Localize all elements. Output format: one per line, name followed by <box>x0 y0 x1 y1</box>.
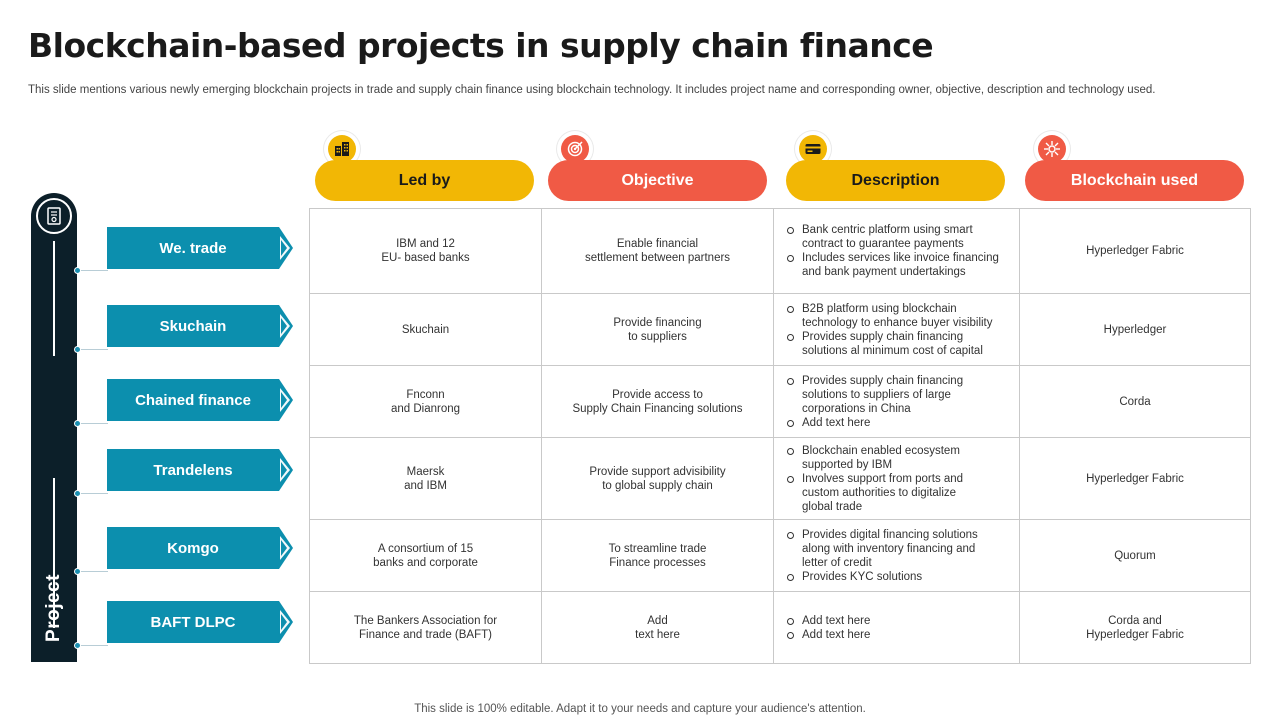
network-icon <box>1034 131 1070 167</box>
table-cell-led-by: IBM and 12 EU- based banks <box>310 209 542 294</box>
table-cell-led-by: A consortium of 15 banks and corporate <box>310 520 542 592</box>
table-cell-description: Blockchain enabled ecosystem supported b… <box>774 438 1020 520</box>
row-dot <box>74 346 81 353</box>
description-bullet: Includes services like invoice financing… <box>786 251 999 279</box>
table-cell-objective: Provide access to Supply Chain Financing… <box>542 366 774 438</box>
table-cell-led-by: Maersk and IBM <box>310 438 542 520</box>
project-label: Chained finance <box>107 379 293 421</box>
description-bullet: Add text here <box>786 416 963 430</box>
table-cell-objective: Enable financial settlement between part… <box>542 209 774 294</box>
project-label: We. trade <box>107 227 293 269</box>
table-cell-led-by: Skuchain <box>310 294 542 366</box>
table-cell-objective: To streamline trade Finance processes <box>542 520 774 592</box>
table-cell-objective: Provide financing to suppliers <box>542 294 774 366</box>
description-bullet: Provides KYC solutions <box>786 570 978 584</box>
row-dot <box>74 267 81 274</box>
project-sidebar: Project <box>31 193 77 662</box>
table-cell-blockchain: Hyperledger <box>1020 294 1250 366</box>
page-title: Blockchain-based projects in supply chai… <box>28 26 934 65</box>
description-bullet: Provides supply chain financing solution… <box>786 374 963 416</box>
table-cell-description: Provides supply chain financing solution… <box>774 366 1020 438</box>
column-header-objective: Objective <box>548 160 767 201</box>
projects-table: IBM and 12 EU- based banks Enable financ… <box>309 208 1251 664</box>
description-bullet: B2B platform using blockchain technology… <box>786 302 993 330</box>
row-connector <box>78 571 108 572</box>
table-cell-objective: Add text here <box>542 592 774 663</box>
description-bullet: Add text here <box>786 614 870 628</box>
table-cell-description: Add text here Add text here <box>774 592 1020 663</box>
project-label: Trandelens <box>107 449 293 491</box>
table-cell-objective: Provide support advisibility to global s… <box>542 438 774 520</box>
description-bullet: Bank centric platform using smart contra… <box>786 223 999 251</box>
table-cell-led-by: Fnconn and Dianrong <box>310 366 542 438</box>
column-header-description: Description <box>786 160 1005 201</box>
description-bullet: Involves support from ports and custom a… <box>786 472 963 514</box>
document-icon <box>36 198 72 234</box>
description-bullet: Blockchain enabled ecosystem supported b… <box>786 444 963 472</box>
table-cell-blockchain: Hyperledger Fabric <box>1020 209 1250 294</box>
table-cell-blockchain: Corda and Hyperledger Fabric <box>1086 614 1184 641</box>
page-footer: This slide is 100% editable. Adapt it to… <box>414 703 866 715</box>
project-label: BAFT DLPC <box>107 601 293 643</box>
row-dot <box>74 490 81 497</box>
description-bullet: Add text here <box>786 628 870 642</box>
table-cell-blockchain: Corda <box>1020 366 1250 438</box>
row-dot <box>74 420 81 427</box>
sidebar-line-top <box>53 241 55 356</box>
table-cell-description: Provides digital financing solutions alo… <box>774 520 1020 592</box>
column-header-blockchain: Blockchain used <box>1025 160 1244 201</box>
table-cell-blockchain: Hyperledger Fabric <box>1020 438 1250 520</box>
row-connector <box>78 349 108 350</box>
project-label: Skuchain <box>107 305 293 347</box>
column-header-led-by: Led by <box>315 160 534 201</box>
table-cell-led-by: The Bankers Association for Finance and … <box>310 592 542 663</box>
table-cell-blockchain: Quorum <box>1020 520 1250 592</box>
page-subtitle: This slide mentions various newly emergi… <box>28 84 1156 96</box>
row-connector <box>78 493 108 494</box>
table-cell-description: Bank centric platform using smart contra… <box>774 209 1020 294</box>
sidebar-line-bottom <box>53 478 55 628</box>
row-connector <box>78 423 108 424</box>
row-dot <box>74 568 81 575</box>
row-connector <box>78 270 108 271</box>
sidebar-label: Project <box>43 574 64 642</box>
row-dot <box>74 642 81 649</box>
description-bullet: Provides supply chain financing solution… <box>786 330 993 358</box>
row-connector <box>78 645 108 646</box>
table-cell-description: B2B platform using blockchain technology… <box>774 294 1020 366</box>
project-label: Komgo <box>107 527 293 569</box>
description-bullet: Provides digital financing solutions alo… <box>786 528 978 570</box>
